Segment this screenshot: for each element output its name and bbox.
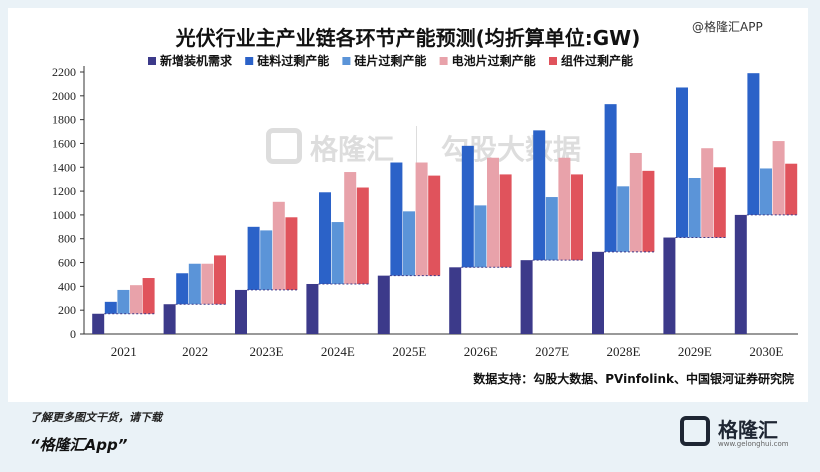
y-tick-label: 1600 [52, 136, 76, 150]
bar [235, 289, 247, 334]
watermark-left-text: 格隆汇 [310, 133, 395, 166]
bar [403, 211, 415, 276]
bar [663, 237, 676, 334]
legend-label: 硅片过剩产能 [354, 53, 426, 68]
bar [260, 230, 273, 290]
bar [772, 141, 785, 215]
legend-swatch [439, 57, 448, 65]
x-tick-label: 2027E [535, 344, 569, 359]
bar [104, 301, 117, 314]
bar [642, 170, 655, 252]
x-tick-label: 2025E [392, 344, 426, 359]
logo-icon [680, 416, 710, 446]
bar [734, 214, 747, 334]
x-tick-label: 2023E [250, 344, 284, 359]
bar [713, 167, 726, 238]
legend-label: 组件过剩产能 [561, 53, 633, 68]
y-tick-label: 1400 [52, 160, 76, 174]
bar [571, 174, 583, 261]
corner-watermark: @格隆汇APP [692, 20, 763, 34]
y-tick-label: 2000 [52, 89, 76, 103]
bar [356, 187, 369, 284]
legend-swatch [342, 57, 351, 65]
legend-label: 硅料过剩产能 [257, 53, 329, 68]
bar [461, 145, 474, 268]
legend-swatch [245, 57, 254, 65]
y-tick-label: 1800 [52, 113, 76, 127]
watermark-logo-icon [266, 128, 302, 164]
bar [474, 205, 487, 268]
bar [701, 148, 714, 238]
bar [688, 177, 701, 238]
y-tick-label: 1200 [52, 184, 76, 198]
bar [344, 172, 357, 284]
bar [592, 251, 604, 334]
bar [558, 157, 571, 261]
chart-card: 光伏行业主产业链各环节产能预测(均折算单位:GW) @格隆汇APP 格隆汇 勾股… [8, 8, 808, 402]
bar [533, 130, 546, 261]
footer-app-name: “格隆汇App” [30, 436, 128, 454]
watermark-divider [416, 126, 417, 170]
x-tick-label: 2026E [464, 344, 498, 359]
y-tick-label: 2200 [52, 65, 76, 79]
logo-name: 格隆汇 [718, 418, 778, 442]
logo-url: www.gelonghui.com [718, 440, 789, 448]
bar [676, 87, 688, 238]
bar [117, 289, 130, 314]
bar [499, 174, 512, 268]
bar [520, 260, 533, 334]
bar [130, 285, 142, 314]
bar [306, 283, 319, 334]
bar [449, 267, 462, 334]
legend-label: 新增装机需求 [160, 53, 233, 68]
data-source: 数据支持：勾股大数据、PVinfolink、中国银河证券研究院 [473, 372, 794, 386]
bar [487, 157, 499, 268]
bar [319, 192, 331, 284]
bar [377, 275, 390, 334]
bar [390, 162, 403, 276]
y-tick-label: 400 [58, 279, 76, 293]
chart-title: 光伏行业主产业链各环节产能预测(均折算单位:GW) [175, 26, 641, 50]
y-tick-label: 200 [58, 303, 76, 317]
bar [415, 162, 428, 276]
bar [785, 163, 798, 215]
bar [247, 226, 260, 290]
x-tick-label: 2030E [749, 344, 783, 359]
x-tick-label: 2022 [182, 344, 208, 359]
bar [545, 197, 558, 261]
bar [285, 217, 298, 290]
bar [604, 104, 617, 252]
x-tick-label: 2021 [111, 344, 137, 359]
bar-chart: 0 200 400 600 800 1000 1200 1400 1600 1800 2000 220… [52, 53, 798, 359]
bar [760, 168, 772, 215]
footer-logo[interactable]: 格隆汇 www.gelonghui.com [680, 410, 800, 454]
bar [176, 273, 189, 305]
y-tick-label: 600 [58, 256, 76, 270]
bar [272, 201, 285, 290]
bar [142, 278, 155, 314]
bar [188, 263, 201, 305]
bar [428, 175, 441, 276]
legend-swatch [148, 57, 156, 65]
bar [92, 313, 105, 334]
bar [214, 255, 226, 305]
y-tick-label: 0 [70, 327, 76, 341]
x-tick-label: 2028E [607, 344, 641, 359]
bar [331, 222, 344, 284]
bar [163, 304, 176, 334]
bar [747, 73, 760, 215]
bar [617, 186, 630, 252]
legend-label: 电池片过剩产能 [452, 53, 536, 68]
x-tick-label: 2029E [678, 344, 712, 359]
bar [201, 263, 214, 305]
x-tick-label: 2024E [321, 344, 355, 359]
y-tick-label: 1000 [52, 208, 76, 222]
y-tick-label: 800 [58, 232, 76, 246]
legend-swatch [549, 57, 557, 65]
bar [629, 152, 642, 252]
footer-cta: 了解更多图文干货，请下载 [30, 411, 162, 424]
